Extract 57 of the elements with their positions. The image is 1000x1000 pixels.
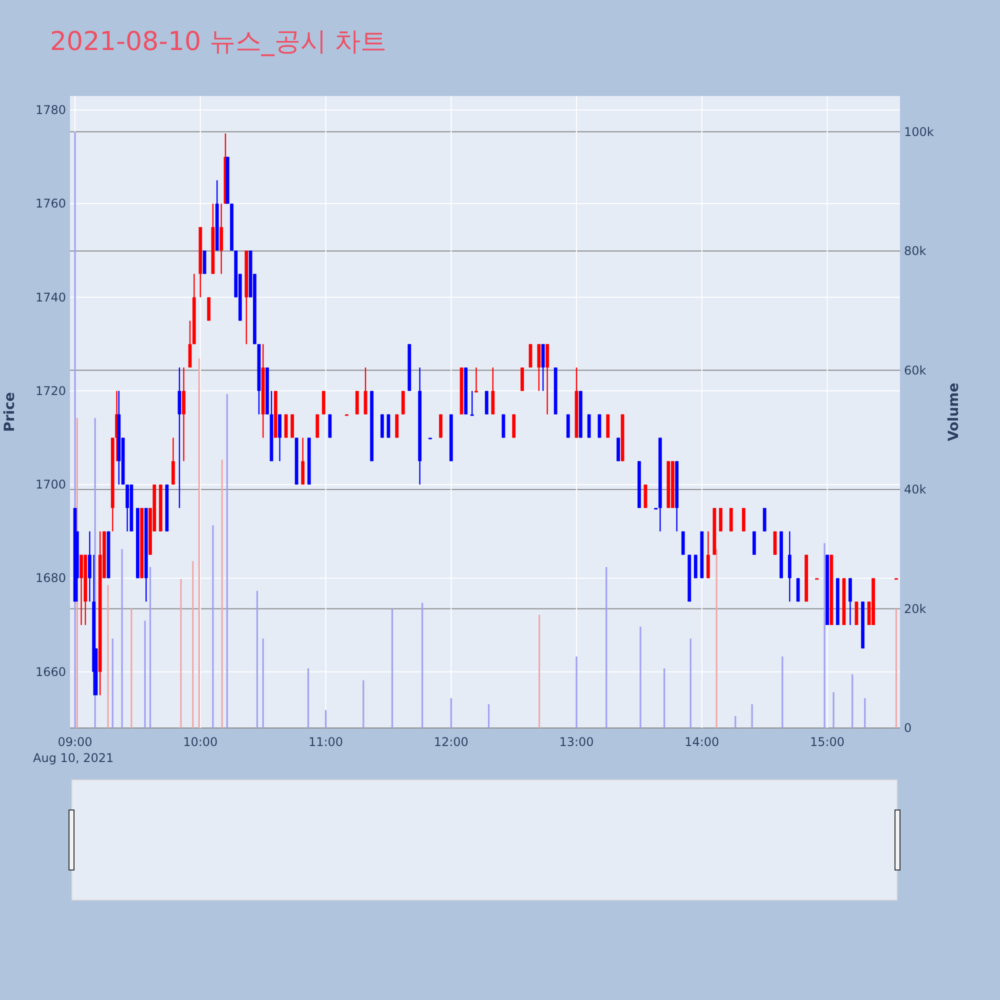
candlestick (171, 437, 175, 486)
chart-title: 2021-08-10 뉴스_공시 차트 (50, 27, 387, 57)
x-tick-label: 12:00 (434, 735, 468, 749)
candlestick (126, 484, 129, 532)
y-tick-label: 1720 (35, 384, 66, 398)
y2-tick-label: 20k (904, 602, 926, 616)
y2-tick-label: 80k (904, 244, 926, 258)
x-tick-label: 13:00 (559, 735, 594, 749)
y2-axis-title: Volume (946, 382, 962, 442)
y-tick-label: 1700 (35, 478, 66, 492)
candlestick (355, 390, 359, 415)
candlestick (762, 507, 766, 532)
candlestick (484, 390, 488, 415)
y2-tick-label: 40k (904, 482, 926, 497)
candlestick (616, 437, 620, 462)
x-tick-label: 10:00 (183, 735, 218, 749)
y2-tick-label: 60k (904, 363, 926, 378)
y-tick-label: 1660 (35, 664, 66, 679)
x-tick-label: 11:00 (308, 735, 344, 749)
candlestick (528, 344, 532, 368)
y-tick-label: 1680 (35, 571, 66, 586)
candlestick (182, 366, 186, 462)
text: Aug 10, 2021 (33, 751, 114, 765)
y2-tick-label: 100k (904, 124, 934, 139)
candlestick (729, 507, 733, 532)
candlestick (537, 344, 541, 392)
y2-tick-label: 0 (904, 721, 912, 735)
x-tick-label: 09:00 (58, 735, 92, 749)
candlestick (788, 530, 792, 602)
candlestick (752, 530, 756, 556)
candlestick (773, 530, 777, 556)
candlestick (220, 203, 224, 274)
candlestick (80, 554, 83, 626)
x-tick-label: 15:00 (810, 735, 845, 749)
candlestick (301, 437, 305, 486)
candlestick (706, 530, 710, 579)
candlestick (644, 484, 648, 509)
candlestick (470, 390, 474, 416)
candlestick (848, 578, 852, 626)
y-axis-title: Price (2, 392, 18, 432)
candlestick (681, 530, 685, 556)
candlestick (719, 507, 722, 532)
y-tick-label: 1780 (35, 103, 66, 118)
candlestick (742, 507, 746, 532)
candlestick (796, 578, 800, 602)
candlestick (202, 250, 206, 274)
candlestick (520, 366, 524, 392)
y-tick-label: 1760 (35, 196, 66, 211)
y-tick-label: 1740 (35, 290, 66, 304)
candlestick (322, 390, 326, 415)
candlestick (854, 601, 858, 626)
candlestick (474, 366, 478, 392)
x-tick-label: 14:00 (684, 735, 720, 749)
candlestick (491, 366, 495, 415)
candlestick (401, 390, 405, 415)
candlestick (278, 414, 282, 462)
candlestick (546, 344, 550, 415)
